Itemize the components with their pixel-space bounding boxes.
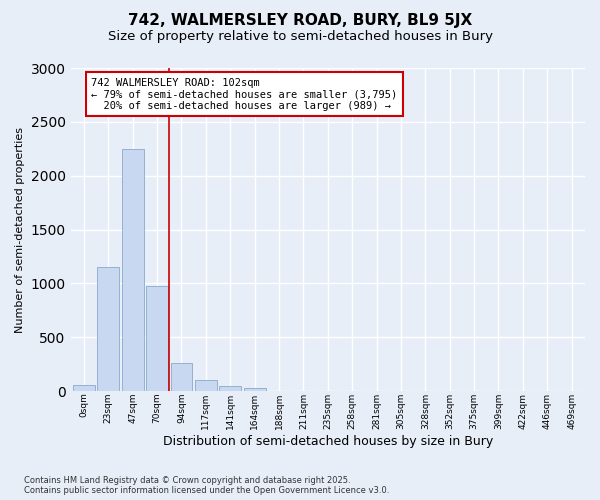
Text: Contains HM Land Registry data © Crown copyright and database right 2025.
Contai: Contains HM Land Registry data © Crown c…: [24, 476, 389, 495]
Bar: [73, 384, 95, 391]
Bar: [244, 388, 266, 391]
Bar: [219, 386, 241, 391]
X-axis label: Distribution of semi-detached houses by size in Bury: Distribution of semi-detached houses by …: [163, 434, 493, 448]
Y-axis label: Number of semi-detached properties: Number of semi-detached properties: [15, 126, 25, 332]
Bar: [195, 380, 217, 391]
Bar: [170, 363, 193, 391]
Bar: [122, 149, 143, 391]
Bar: [268, 390, 290, 391]
Text: 742, WALMERSLEY ROAD, BURY, BL9 5JX: 742, WALMERSLEY ROAD, BURY, BL9 5JX: [128, 12, 472, 28]
Bar: [341, 390, 363, 391]
Text: Size of property relative to semi-detached houses in Bury: Size of property relative to semi-detach…: [107, 30, 493, 43]
Bar: [292, 390, 314, 391]
Bar: [97, 268, 119, 391]
Text: 742 WALMERSLEY ROAD: 102sqm
← 79% of semi-detached houses are smaller (3,795)
  : 742 WALMERSLEY ROAD: 102sqm ← 79% of sem…: [91, 78, 397, 111]
Bar: [146, 286, 168, 391]
